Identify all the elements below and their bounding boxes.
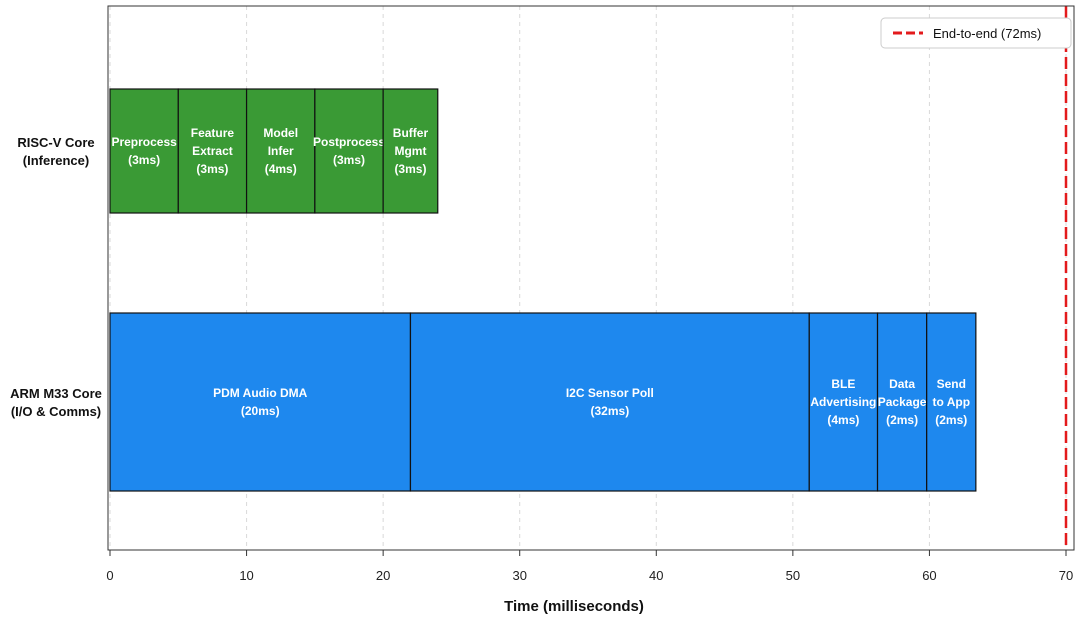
bar-segment-label: Feature Extract (3ms) bbox=[191, 126, 235, 176]
bar-segment bbox=[876, 312, 928, 492]
x-axis: 0 10 20 30 40 50 60 70 bbox=[106, 550, 1073, 583]
bar-segment-label: Buffer Mgmt (3ms) bbox=[393, 126, 429, 176]
bar-segment-label: PDM Audio DMA (20ms) bbox=[213, 386, 308, 418]
x-tick-label: 10 bbox=[239, 568, 253, 583]
bar-segment bbox=[926, 312, 977, 492]
y-axis: RISC-V Core (Inference) ARM M33 Core (I/O &… bbox=[10, 135, 102, 419]
x-tick-label: 70 bbox=[1059, 568, 1073, 583]
bar-segment bbox=[109, 88, 179, 214]
bar-segment-label: Postprocess (3ms) bbox=[313, 135, 385, 167]
legend-entry-label: End-to-end (72ms) bbox=[933, 26, 1041, 41]
bar-segment-label: Model Infer (4ms) bbox=[263, 126, 298, 176]
x-tick-label: 60 bbox=[922, 568, 936, 583]
x-tick-label: 0 bbox=[106, 568, 113, 583]
x-tick-label: 20 bbox=[376, 568, 390, 583]
bar-segment bbox=[808, 312, 879, 492]
bar-segment bbox=[245, 88, 316, 214]
x-tick-label: 30 bbox=[512, 568, 526, 583]
bar-segment bbox=[382, 88, 439, 214]
x-tick-label: 40 bbox=[649, 568, 663, 583]
bar-segment-label: Preprocess (3ms) bbox=[111, 135, 177, 167]
bar-segment bbox=[177, 88, 248, 214]
bar-segment bbox=[314, 88, 384, 214]
bar-segment-label: BLE Advertising (4ms) bbox=[810, 377, 876, 427]
bar-segments: Preprocess (3ms) Feature Extract (3ms) Model I… bbox=[109, 88, 977, 492]
plot-frame bbox=[107, 5, 1075, 551]
y-category-label: RISC-V Core (Inference) bbox=[17, 135, 94, 168]
y-category-label: ARM M33 Core (I/O & Comms) bbox=[10, 386, 102, 419]
legend-box bbox=[880, 17, 1072, 49]
legend: End-to-end (72ms) bbox=[880, 17, 1072, 49]
bar-segment bbox=[409, 312, 810, 492]
bar-segment-label: Data Package (2ms) bbox=[878, 377, 927, 427]
x-tick-label: 50 bbox=[786, 568, 800, 583]
bar-segment bbox=[109, 312, 412, 492]
bar-segment-label: I2C Sensor Poll (32ms) bbox=[566, 386, 654, 418]
bar-segment-label: Send to App (2ms) bbox=[933, 377, 971, 427]
x-axis-title: Time (milliseconds) bbox=[504, 598, 644, 615]
